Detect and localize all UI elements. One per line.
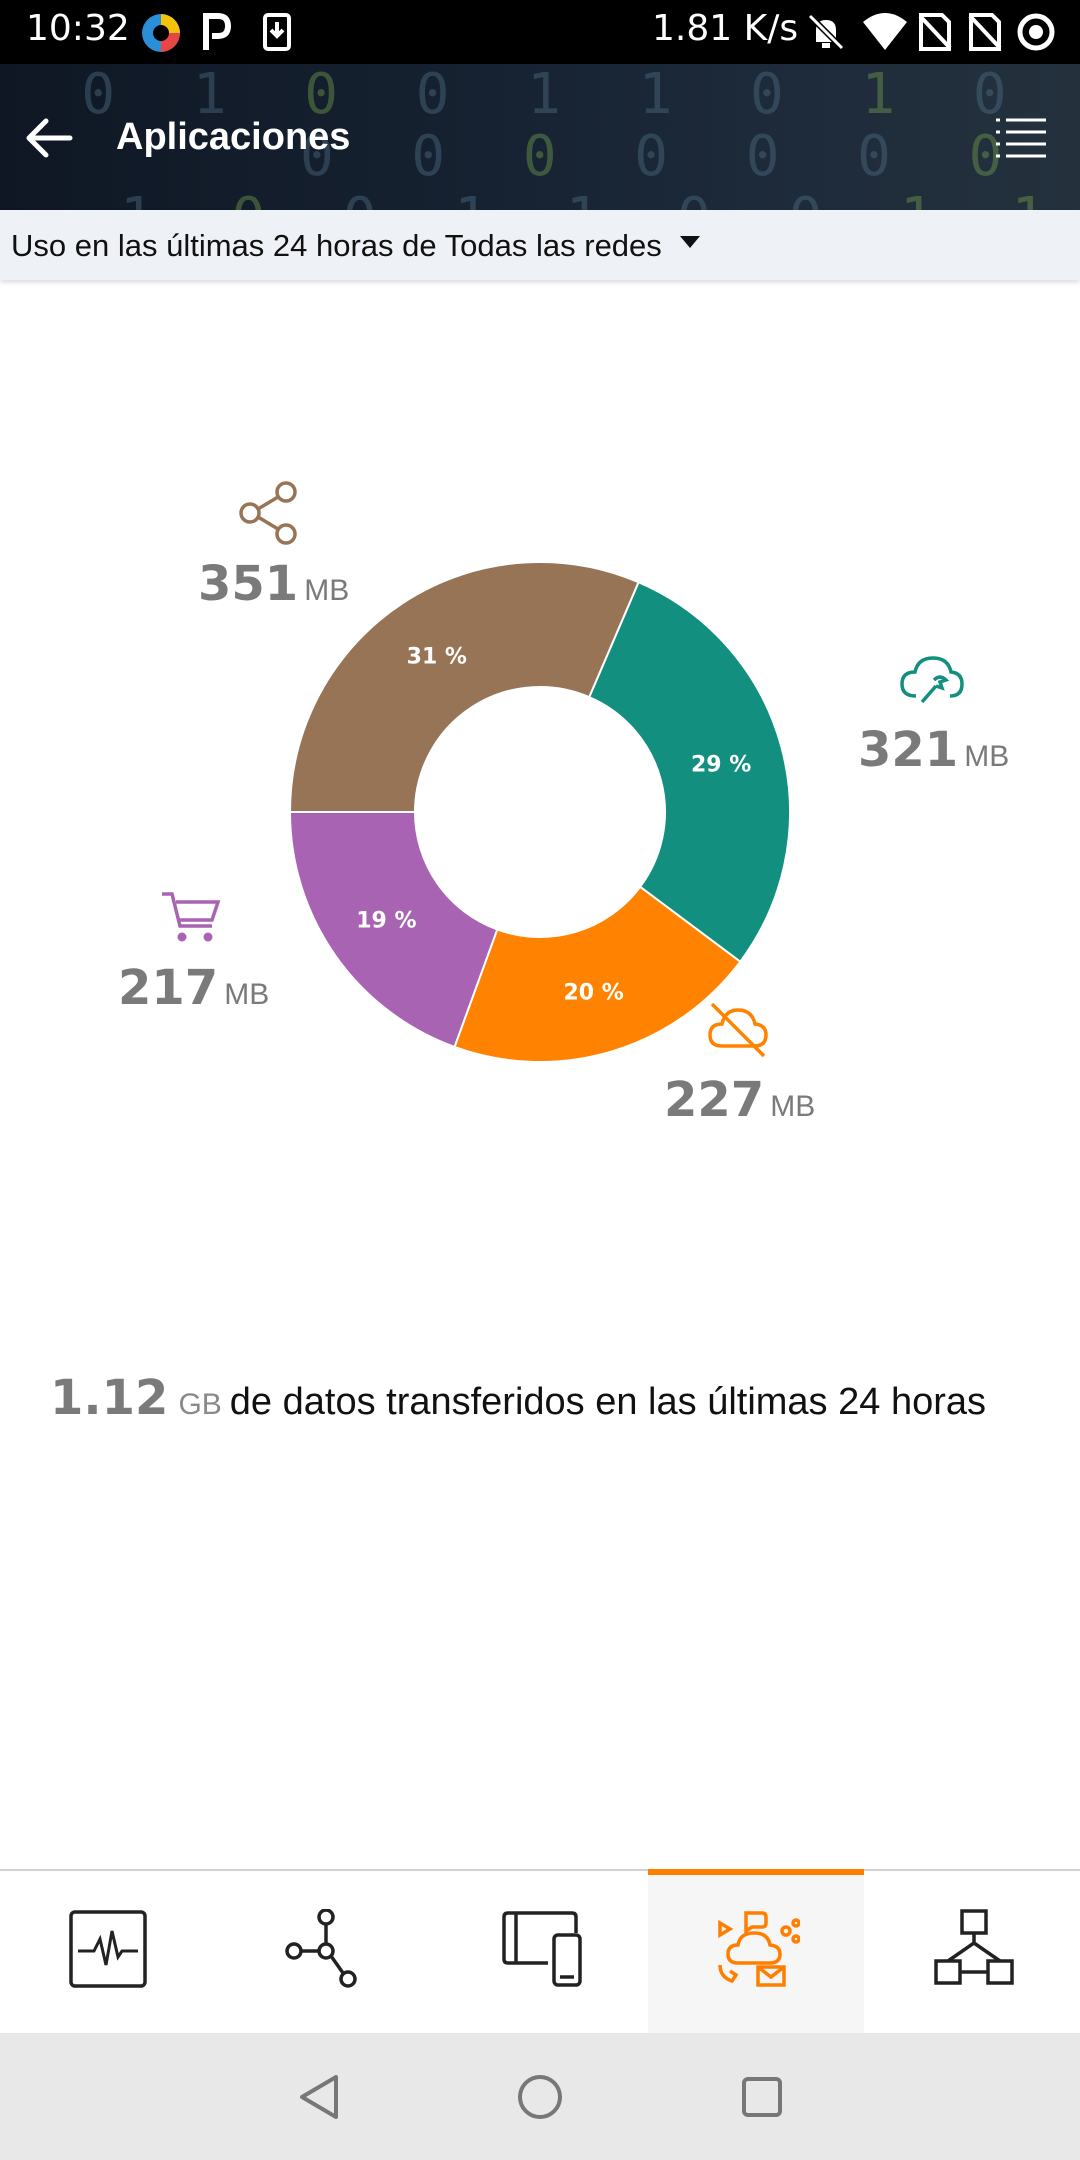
no-sim-icon	[918, 13, 952, 51]
slice-value-cloud-wrench: 321 MB	[858, 722, 1010, 778]
circle-dot-icon	[1017, 13, 1055, 51]
tab-activity[interactable]	[0, 1871, 216, 2035]
activity-monitor-icon	[69, 1910, 147, 1988]
network-nodes-icon	[285, 1909, 357, 1988]
app-bar: ​1 0 1 0 0 1 1 0 1 0 1 1 0 0 0 0 0 0 0 0…	[0, 64, 1080, 210]
donut-slice-cart	[288, 811, 499, 1049]
donut-chart: 31 % 29 % 20 % 19 %	[288, 561, 791, 1063]
bottom-tab-bar	[0, 1869, 1080, 2035]
donut-slice-cloud-wrench	[587, 580, 791, 964]
page-title: Aplicaciones	[116, 116, 351, 158]
status-bar: 10:32 1.81 K/s	[0, 0, 1080, 64]
topology-icon	[934, 1909, 1014, 1985]
p-icon	[203, 13, 232, 50]
status-time: 10:32	[26, 8, 130, 49]
devices-icon	[502, 1911, 582, 1987]
filter-dropdown[interactable]: Uso en las últimas 24 horas de Todas las…	[0, 210, 1080, 280]
slice-value-share: 351 MB	[198, 556, 350, 612]
cart-icon	[162, 892, 221, 942]
system-nav-bar	[0, 2033, 1080, 2160]
tab-network[interactable]	[216, 1871, 432, 2035]
tab-devices[interactable]	[432, 1871, 648, 2035]
slice-percent-label: 29 %	[691, 752, 751, 777]
no-sim-icon	[968, 13, 1002, 51]
nav-home-button[interactable]	[512, 2069, 568, 2125]
active-tab-indicator	[648, 1869, 864, 1875]
download-icon	[263, 13, 291, 51]
cloud-off-icon	[708, 1002, 768, 1058]
app-badge-icon	[142, 14, 180, 52]
nav-recents-button[interactable]	[734, 2069, 790, 2125]
slice-percent-label: 31 %	[407, 644, 467, 669]
list-menu-button[interactable]	[990, 108, 1052, 170]
applications-icon	[718, 1911, 800, 1987]
total-transferred: 1.12 GB de datos transferidos en las últim…	[50, 1370, 986, 1426]
donut-slice-share	[288, 561, 640, 813]
bell-off-icon	[807, 13, 845, 51]
tab-topology[interactable]	[864, 1871, 1080, 2035]
binary-background-pattern: ​1 0 1 0 0 1 1 0 1 0 1 1 0 0 0 0 0 0 0 0…	[0, 64, 1080, 210]
slice-value-cloud-off: 227 MB	[664, 1072, 816, 1128]
network-speed: 1.81 K/s	[652, 8, 799, 49]
wifi-icon	[863, 13, 907, 50]
tab-applications[interactable]	[648, 1869, 864, 2035]
filter-label: Uso en las últimas 24 horas de Todas las…	[11, 228, 662, 263]
nav-back-button[interactable]	[292, 2069, 348, 2125]
caret-down-icon	[680, 236, 700, 248]
cloud-wrench-icon	[900, 656, 964, 704]
slice-percent-label: 20 %	[563, 981, 623, 1006]
share-icon	[239, 481, 297, 545]
slice-value-cart: 217 MB	[118, 960, 270, 1016]
back-button[interactable]	[20, 109, 78, 167]
donut-slice-cloud-off	[453, 885, 742, 1063]
slice-percent-label: 19 %	[356, 909, 416, 934]
